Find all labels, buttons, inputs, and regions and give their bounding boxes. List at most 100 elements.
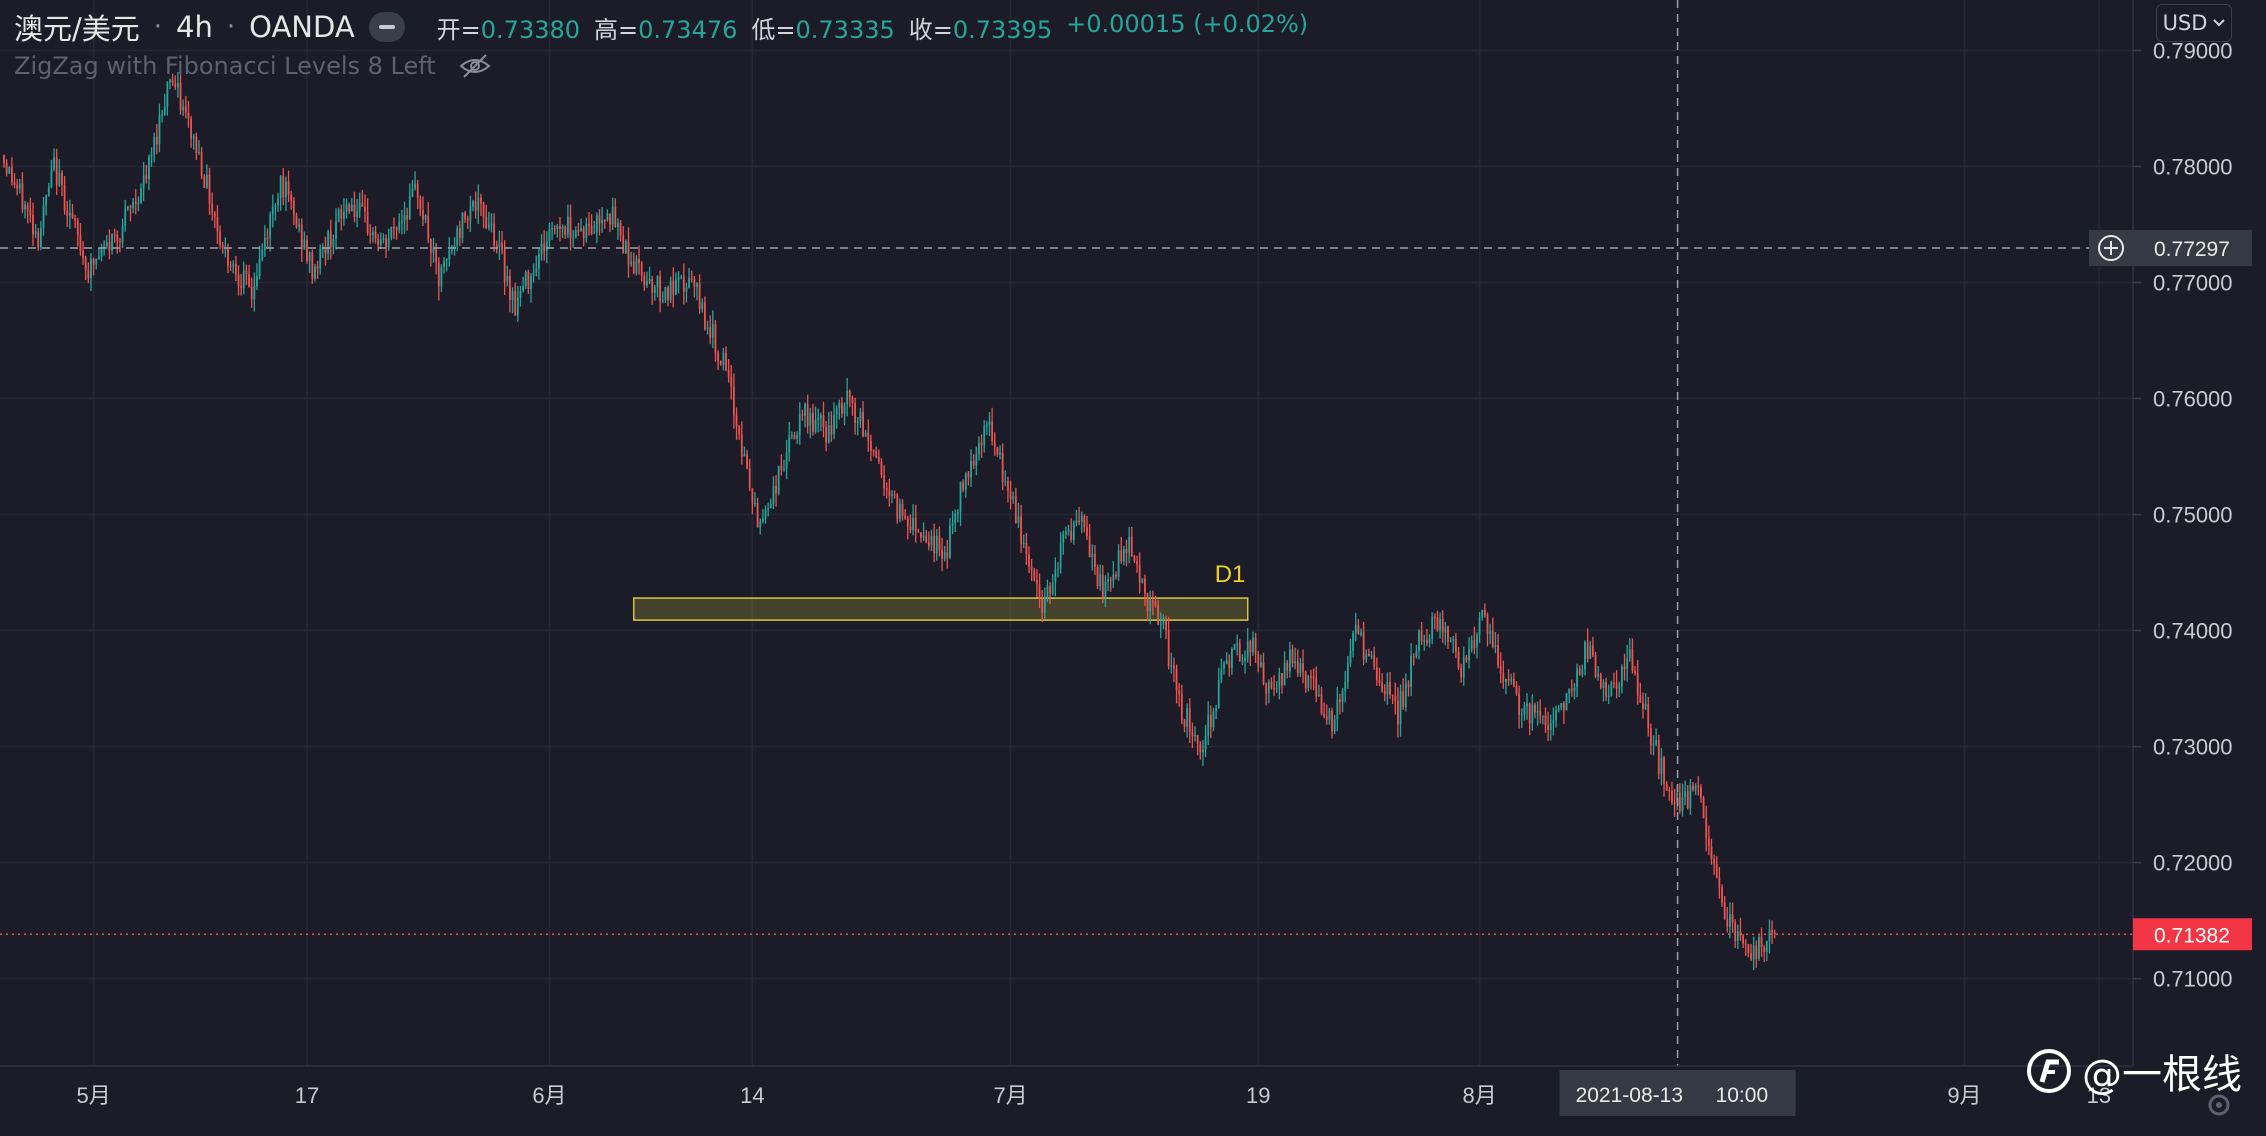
candle bbox=[1563, 701, 1565, 724]
candle bbox=[148, 154, 150, 191]
high-label: 高= bbox=[594, 15, 639, 44]
candle bbox=[943, 545, 946, 562]
candle bbox=[698, 274, 701, 314]
candle bbox=[90, 253, 92, 291]
candle bbox=[1381, 673, 1384, 693]
candle bbox=[1636, 660, 1639, 705]
indicator-legend[interactable]: ZigZag with Fibonacci Levels 8 Left bbox=[14, 52, 492, 80]
candle bbox=[1349, 638, 1352, 668]
candle bbox=[353, 191, 356, 223]
open-value: 0.73380 bbox=[480, 15, 581, 44]
candle bbox=[1729, 902, 1731, 939]
candle bbox=[1470, 635, 1473, 653]
candle bbox=[1628, 638, 1631, 662]
candle bbox=[1386, 672, 1389, 705]
candle bbox=[1760, 927, 1763, 957]
candle bbox=[572, 230, 575, 248]
time-axis[interactable]: 5月 17 6月 14 7月 19 8月 9月 13 bbox=[0, 1065, 2133, 1108]
candle bbox=[530, 273, 532, 303]
watermark: @一根线 bbox=[2026, 1042, 2242, 1100]
candle bbox=[843, 402, 846, 426]
candle bbox=[256, 263, 258, 290]
candle bbox=[1141, 578, 1144, 584]
candle bbox=[872, 449, 875, 457]
candle bbox=[1652, 735, 1655, 756]
price-axis[interactable]: 0.79000 0.78000 0.77000 0.76000 0.75000 0.740… bbox=[2132, 0, 2233, 1066]
candle bbox=[1030, 558, 1033, 582]
candle bbox=[1199, 741, 1202, 760]
candle bbox=[814, 406, 817, 434]
candle bbox=[427, 201, 430, 244]
candle bbox=[956, 509, 959, 523]
candle bbox=[1631, 638, 1634, 674]
candle bbox=[327, 229, 330, 261]
candle bbox=[18, 178, 21, 194]
candle bbox=[540, 234, 543, 261]
candle bbox=[1404, 673, 1407, 712]
collapse-legend-button[interactable] bbox=[368, 12, 405, 42]
candle bbox=[332, 234, 335, 255]
candle bbox=[1365, 649, 1368, 663]
candle bbox=[287, 170, 290, 203]
candle bbox=[269, 211, 272, 252]
candle bbox=[646, 271, 648, 288]
candle bbox=[1241, 654, 1244, 666]
candle bbox=[622, 226, 625, 254]
candle bbox=[1133, 554, 1136, 564]
y-tick-label: 0.76000 bbox=[2153, 387, 2233, 412]
add-alert-icon[interactable] bbox=[2098, 235, 2124, 262]
candle bbox=[292, 197, 295, 225]
candle bbox=[603, 219, 606, 229]
candle bbox=[1267, 679, 1270, 704]
candle bbox=[477, 184, 480, 225]
candle bbox=[1151, 590, 1154, 616]
candle bbox=[39, 221, 42, 251]
candle bbox=[1025, 533, 1028, 565]
symbol-name[interactable]: 澳元/美元 bbox=[14, 12, 140, 46]
candle bbox=[1302, 649, 1304, 684]
candle bbox=[1288, 641, 1291, 678]
candle bbox=[134, 189, 137, 215]
candle bbox=[458, 220, 461, 247]
candle bbox=[213, 211, 216, 229]
candle bbox=[514, 282, 517, 316]
candle bbox=[1167, 616, 1170, 670]
candle bbox=[1694, 783, 1697, 795]
candle bbox=[1088, 523, 1091, 558]
candle bbox=[627, 227, 630, 278]
interval-label[interactable]: 4h bbox=[176, 10, 213, 44]
eye-off-icon[interactable] bbox=[458, 53, 492, 79]
candle bbox=[598, 209, 601, 236]
last-price-text: 0.71382 bbox=[2154, 924, 2230, 947]
candle bbox=[920, 532, 922, 543]
candle bbox=[1412, 653, 1415, 666]
candle bbox=[1526, 693, 1528, 720]
gear-icon[interactable] bbox=[2202, 1088, 2236, 1122]
candle bbox=[1686, 784, 1689, 810]
candle bbox=[1431, 612, 1434, 645]
candle bbox=[1138, 552, 1141, 594]
candle bbox=[1718, 866, 1721, 899]
candle bbox=[1014, 487, 1017, 524]
candle bbox=[1059, 532, 1062, 574]
candle bbox=[208, 167, 211, 215]
d1-zone-rect[interactable] bbox=[633, 597, 1249, 621]
candle bbox=[174, 75, 177, 90]
candle bbox=[150, 147, 153, 167]
currency-dropdown[interactable]: USD bbox=[2156, 4, 2232, 42]
candle bbox=[45, 194, 48, 216]
candle bbox=[493, 213, 496, 252]
candle bbox=[248, 264, 250, 288]
candle bbox=[551, 221, 553, 240]
candle bbox=[993, 432, 996, 456]
candle bbox=[1605, 677, 1607, 701]
plus-icon bbox=[2104, 241, 2118, 256]
candle bbox=[1391, 694, 1394, 705]
candle bbox=[809, 407, 812, 439]
candle bbox=[3, 154, 5, 168]
candle bbox=[996, 446, 999, 457]
candle bbox=[759, 518, 762, 535]
separator-dot: · bbox=[153, 12, 163, 42]
candle bbox=[205, 164, 208, 189]
